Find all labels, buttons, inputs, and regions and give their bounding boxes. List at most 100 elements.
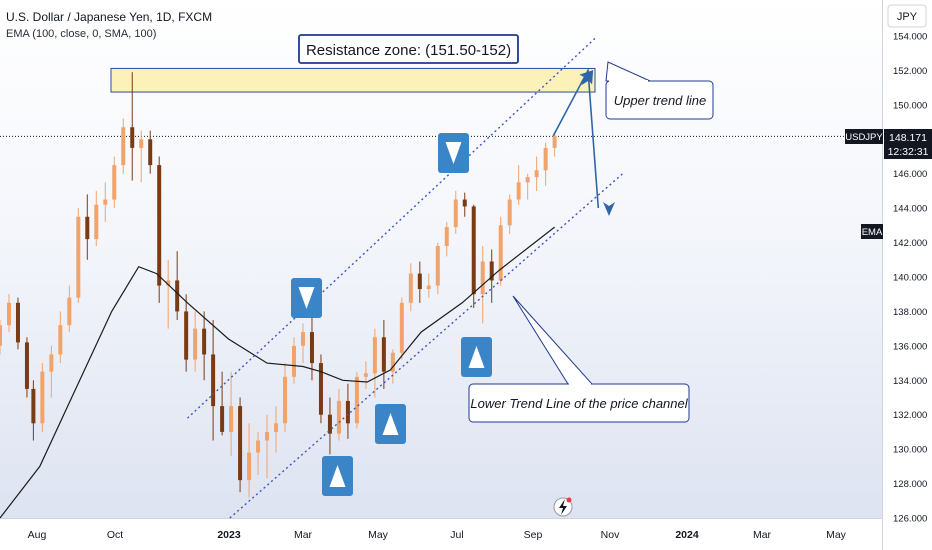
sell-marker (291, 278, 322, 318)
price-axis-background (882, 0, 932, 550)
price-tick-label: 150.000 (893, 100, 927, 111)
currency-button[interactable]: JPY (887, 4, 927, 28)
lower-trend-callout: Lower Trend Line of the price channel (468, 295, 690, 423)
time-axis-label: May (368, 529, 389, 541)
buy-marker (322, 456, 353, 496)
price-tick-label: 132.000 (893, 410, 927, 421)
upper-channel-line (186, 37, 597, 419)
candle (238, 397, 243, 493)
candle (426, 273, 431, 298)
lightning-icon[interactable] (553, 497, 573, 517)
candle (148, 130, 153, 174)
candle (247, 423, 252, 498)
countdown-label: 12:32:31 (888, 146, 929, 158)
current-price-tag: USDJPY 148.171 12:32:31 (845, 129, 932, 159)
ema-tag: EMA (861, 224, 883, 239)
current-price-label: 148.171 (889, 132, 927, 144)
candle (453, 190, 458, 234)
candle (184, 294, 189, 372)
triangle-down-icon (445, 142, 462, 164)
sell-marker (438, 133, 469, 173)
time-axis-label: 2024 (675, 529, 699, 541)
candle (435, 242, 440, 295)
time-axis-label: Oct (107, 529, 123, 541)
ema-tag-label: EMA (862, 227, 883, 238)
resistance-callout: Resistance zone: (151.50-152) (298, 34, 519, 64)
symbol-title[interactable]: U.S. Dollar / Japanese Yen, 1D, FXCM (6, 10, 213, 24)
time-axis-label: Mar (753, 529, 772, 541)
candle (283, 363, 288, 432)
candle (202, 311, 207, 381)
candle (193, 311, 198, 372)
currency-button-label[interactable]: JPY (897, 11, 918, 23)
candle (211, 320, 216, 441)
upper-trend-label: Upper trend line (614, 93, 707, 108)
lower-trend-label: Lower Trend Line of the price channel (470, 396, 688, 411)
upper-trend-callout: Upper trend line (605, 61, 714, 120)
candle (327, 397, 332, 455)
price-tick-label: 138.000 (893, 307, 927, 318)
candle (525, 173, 530, 200)
price-tick-label: 152.000 (893, 66, 927, 77)
candle (121, 118, 126, 174)
candle (139, 130, 144, 183)
candle (94, 190, 99, 247)
time-axis-labels: Aug Oct 2023 Mar May Jul Sep Nov 2024 Mar May (28, 529, 847, 541)
candle (471, 204, 476, 308)
candle (274, 406, 279, 453)
candle (534, 156, 539, 191)
candle (552, 134, 557, 157)
candle (85, 194, 90, 260)
price-tick-label: 140.000 (893, 273, 927, 284)
candle (444, 221, 449, 257)
candle (175, 251, 180, 321)
triangle-up-icon (329, 465, 346, 487)
buy-marker (461, 337, 492, 377)
candle (543, 142, 548, 186)
price-tick-label: 136.000 (893, 341, 927, 352)
signal-markers (291, 133, 492, 496)
candle (381, 320, 386, 389)
triangle-up-icon (468, 346, 485, 368)
candle (417, 261, 422, 303)
candle (363, 361, 368, 389)
triangle-up-icon (382, 413, 399, 435)
resistance-zone (110, 67, 596, 93)
candle (507, 194, 512, 234)
candle (336, 388, 341, 441)
candle (265, 414, 270, 479)
candle (130, 72, 135, 181)
time-axis-label: 2023 (217, 529, 241, 541)
candle (112, 156, 117, 209)
time-axis-label: May (826, 529, 847, 541)
price-axis-ticks: 154.000152.000150.000148.000146.000144.0… (893, 32, 927, 525)
candle (166, 259, 171, 329)
price-tick-label: 146.000 (893, 169, 927, 180)
candle (300, 323, 305, 364)
candle (103, 182, 108, 222)
candle (345, 383, 350, 439)
candle (40, 363, 45, 432)
lower-channel-line (229, 173, 624, 519)
candle (0, 320, 2, 355)
time-axis-background (0, 518, 882, 550)
time-axis-label: Sep (524, 529, 543, 541)
indicator-legend[interactable]: EMA (100, close, 0, SMA, 100) (6, 28, 157, 40)
candle (256, 431, 261, 475)
candle (229, 371, 234, 457)
candles (0, 72, 557, 498)
triangle-down-icon (298, 287, 315, 309)
candle (462, 192, 467, 217)
time-axis-label: Aug (28, 529, 47, 541)
candle (516, 165, 521, 205)
projected-arrowhead-down (603, 202, 615, 216)
candle (49, 345, 54, 398)
candle (408, 263, 413, 312)
price-tick-label: 134.000 (893, 376, 927, 387)
candle (6, 294, 11, 333)
price-tick-label: 128.000 (893, 479, 927, 490)
price-tick-label: 142.000 (893, 238, 927, 249)
candle (157, 156, 162, 303)
ema-line (0, 226, 555, 519)
